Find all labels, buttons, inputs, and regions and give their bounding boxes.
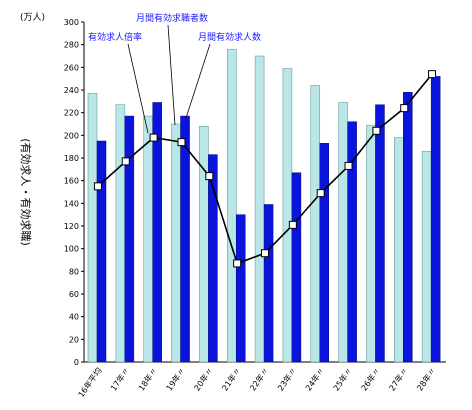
bar-job-openings (180, 115, 190, 363)
x-tick-label: 21年〃 (220, 365, 243, 392)
bar-job-openings (347, 121, 357, 363)
y-tick-label: 160 (64, 177, 79, 186)
line-marker (205, 172, 214, 181)
bar-job-openings (152, 102, 162, 363)
y-tick-label: 80 (69, 267, 79, 276)
bar-job-seekers (171, 123, 181, 363)
y-tick-label: 300 (64, 18, 79, 27)
annotation-ratio-leader (127, 43, 149, 134)
bar-job-seekers (310, 85, 321, 363)
bar-job-seekers (394, 137, 404, 363)
x-tick-label: 26年〃 (359, 365, 382, 392)
line-marker (149, 133, 158, 142)
y-tick-label: 0 (74, 358, 79, 367)
y-tick-label: 220 (64, 109, 79, 118)
annotation-openings-label: 月間有効求人数 (198, 31, 261, 43)
line-marker (93, 182, 102, 191)
line-marker (400, 104, 409, 113)
bar-job-seekers (115, 104, 126, 363)
y-tick-label: 40 (69, 313, 79, 322)
bar-job-openings (96, 140, 107, 363)
bar-job-openings (235, 214, 246, 363)
x-tick-label: 23年〃 (275, 365, 298, 392)
x-tick-label: 24年〃 (303, 365, 326, 392)
y-tick-label: 240 (64, 86, 79, 95)
annotation-seekers: 月間有効求職者数 (136, 12, 208, 126)
x-tick-label: 16年平均 (76, 365, 104, 399)
y-tick-label: 100 (64, 245, 79, 254)
y-tick-label: 20 (69, 335, 79, 344)
annotation-ratio-label: 有効求人倍率 (88, 31, 142, 43)
annotation-openings-leader (185, 43, 211, 119)
y-tick-label: 120 (64, 222, 79, 231)
y-axis-title: (有効求人・有効求職) (19, 138, 33, 246)
x-tick-label: 18年〃 (136, 365, 159, 392)
x-tick-label: 22年〃 (247, 365, 270, 392)
x-tick-label: 17年〃 (108, 365, 131, 392)
x-tick-label: 25年〃 (331, 365, 354, 392)
bar-job-seekers (421, 150, 432, 363)
bar-job-openings (430, 76, 441, 363)
x-tick-label: 20年〃 (192, 365, 215, 392)
x-tick-label: 27年〃 (387, 365, 410, 392)
y-tick-label: 280 (64, 41, 79, 50)
annotation-seekers-leader (167, 24, 176, 126)
bar-job-openings (263, 204, 274, 363)
y-tick-label: 140 (64, 199, 79, 208)
unit-label: (万人) (20, 12, 45, 23)
line-marker (261, 249, 269, 258)
x-tick-label: 28年〃 (415, 365, 438, 392)
line-marker (121, 157, 130, 166)
line-marker (177, 138, 186, 147)
line-marker (316, 189, 325, 198)
line-marker (233, 259, 242, 268)
bar-job-openings (375, 104, 385, 363)
line-marker (372, 126, 381, 135)
line-marker (428, 70, 437, 79)
bar-job-openings (319, 143, 330, 363)
bar-job-seekers (87, 93, 98, 363)
line-marker (344, 161, 353, 170)
bar-job-seekers (338, 102, 348, 363)
y-tick-label: 200 (64, 131, 79, 140)
bar-job-seekers (199, 126, 209, 363)
bar-job-openings (403, 92, 413, 363)
annotation-seekers-label: 月間有効求職者数 (136, 12, 208, 24)
bar-job-seekers (366, 124, 376, 363)
bar-job-seekers (282, 68, 293, 363)
line-marker (288, 220, 297, 229)
y-tick-label: 60 (69, 290, 79, 299)
bar-job-openings (208, 154, 218, 363)
annotation-ratio: 有効求人倍率 (88, 31, 149, 134)
x-tick-label: 19年〃 (164, 365, 187, 392)
annotation-openings: 月間有効求人数 (185, 31, 261, 119)
bar-job-seekers (143, 115, 153, 363)
y-tick-label: 260 (64, 63, 79, 72)
y-tick-label: 180 (64, 154, 79, 163)
bar-job-seekers (254, 55, 265, 363)
bar-job-openings (291, 172, 302, 363)
bar-job-seekers (226, 48, 237, 363)
bar-job-openings (124, 115, 135, 363)
